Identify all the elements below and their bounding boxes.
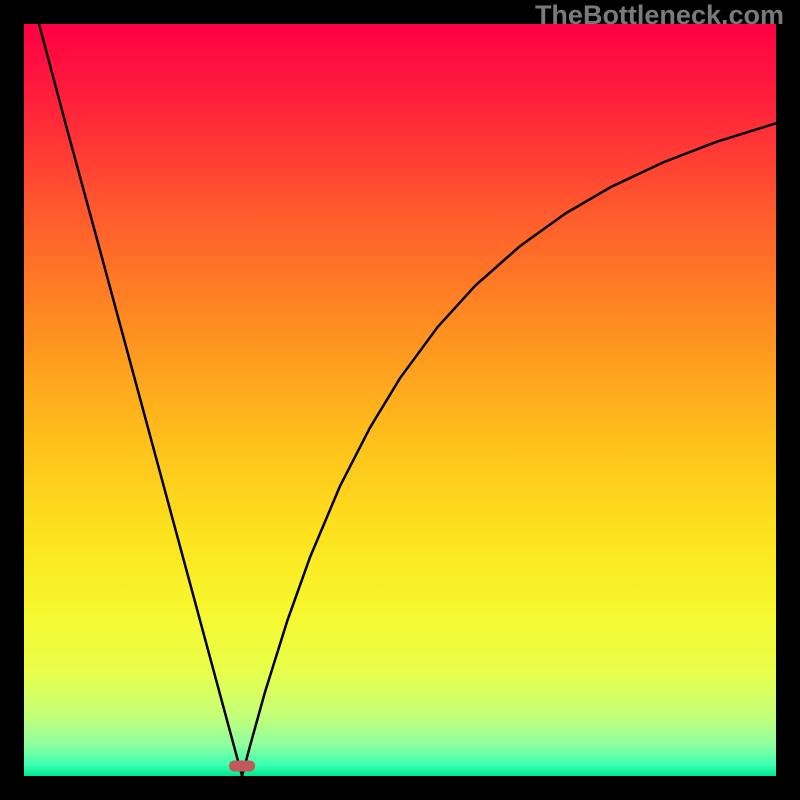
chart-container: TheBottleneck.com [0, 0, 800, 800]
optimal-point-marker [229, 761, 255, 772]
bottleneck-curve [24, 24, 776, 776]
plot-area [24, 24, 776, 776]
watermark-text: TheBottleneck.com [535, 0, 784, 31]
curve-path [39, 24, 776, 776]
